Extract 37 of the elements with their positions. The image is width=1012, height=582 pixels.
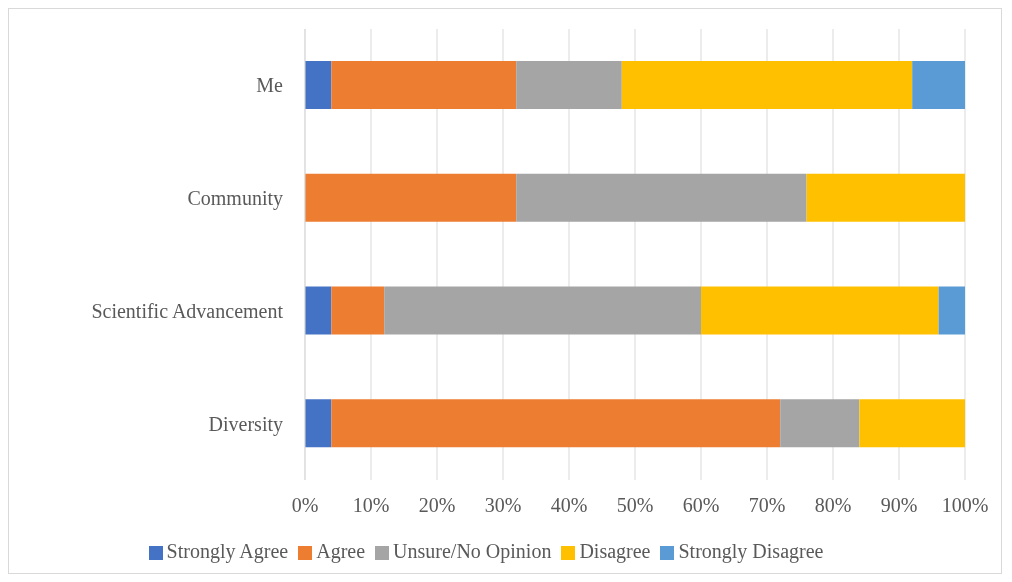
bar: [516, 61, 622, 109]
x-tick-label: 30%: [484, 494, 522, 517]
bar: [305, 286, 332, 335]
bar: [305, 61, 332, 109]
y-tick-label: Diversity: [208, 412, 283, 436]
bar: [305, 173, 517, 222]
bar: [384, 286, 701, 335]
x-tick-label: 90%: [880, 494, 918, 517]
x-tick-label: 70%: [748, 494, 786, 517]
bar: [331, 399, 781, 448]
bar: [621, 61, 913, 109]
legend-label: Disagree: [579, 540, 651, 562]
bar: [516, 173, 807, 222]
x-tick-label: 40%: [550, 494, 588, 517]
x-tick-label: 100%: [941, 494, 989, 517]
bar: [912, 61, 965, 109]
legend-label: Strongly Disagree: [678, 540, 824, 562]
x-tick-label: 20%: [418, 494, 456, 517]
x-tick-label: 80%: [814, 494, 852, 517]
bar: [701, 286, 939, 335]
y-tick-label: Community: [187, 187, 283, 211]
legend-label: Agree: [316, 540, 366, 562]
legend-label: Strongly Agree: [166, 540, 289, 562]
bar: [859, 399, 965, 448]
bar: [331, 286, 385, 335]
y-tick-label: Me: [256, 74, 284, 97]
x-tick-label: 50%: [616, 494, 654, 517]
x-tick-label: 60%: [682, 494, 720, 517]
x-tick-label: 10%: [352, 494, 390, 517]
y-tick-label: Scientific Advancement: [91, 299, 284, 322]
bar: [305, 399, 332, 448]
bar: [331, 61, 517, 109]
bar: [806, 173, 965, 222]
legend-label: Unsure/No Opinion: [393, 540, 552, 562]
bar: [780, 399, 860, 448]
bar: [938, 286, 965, 335]
x-tick-label: 0%: [291, 494, 319, 517]
